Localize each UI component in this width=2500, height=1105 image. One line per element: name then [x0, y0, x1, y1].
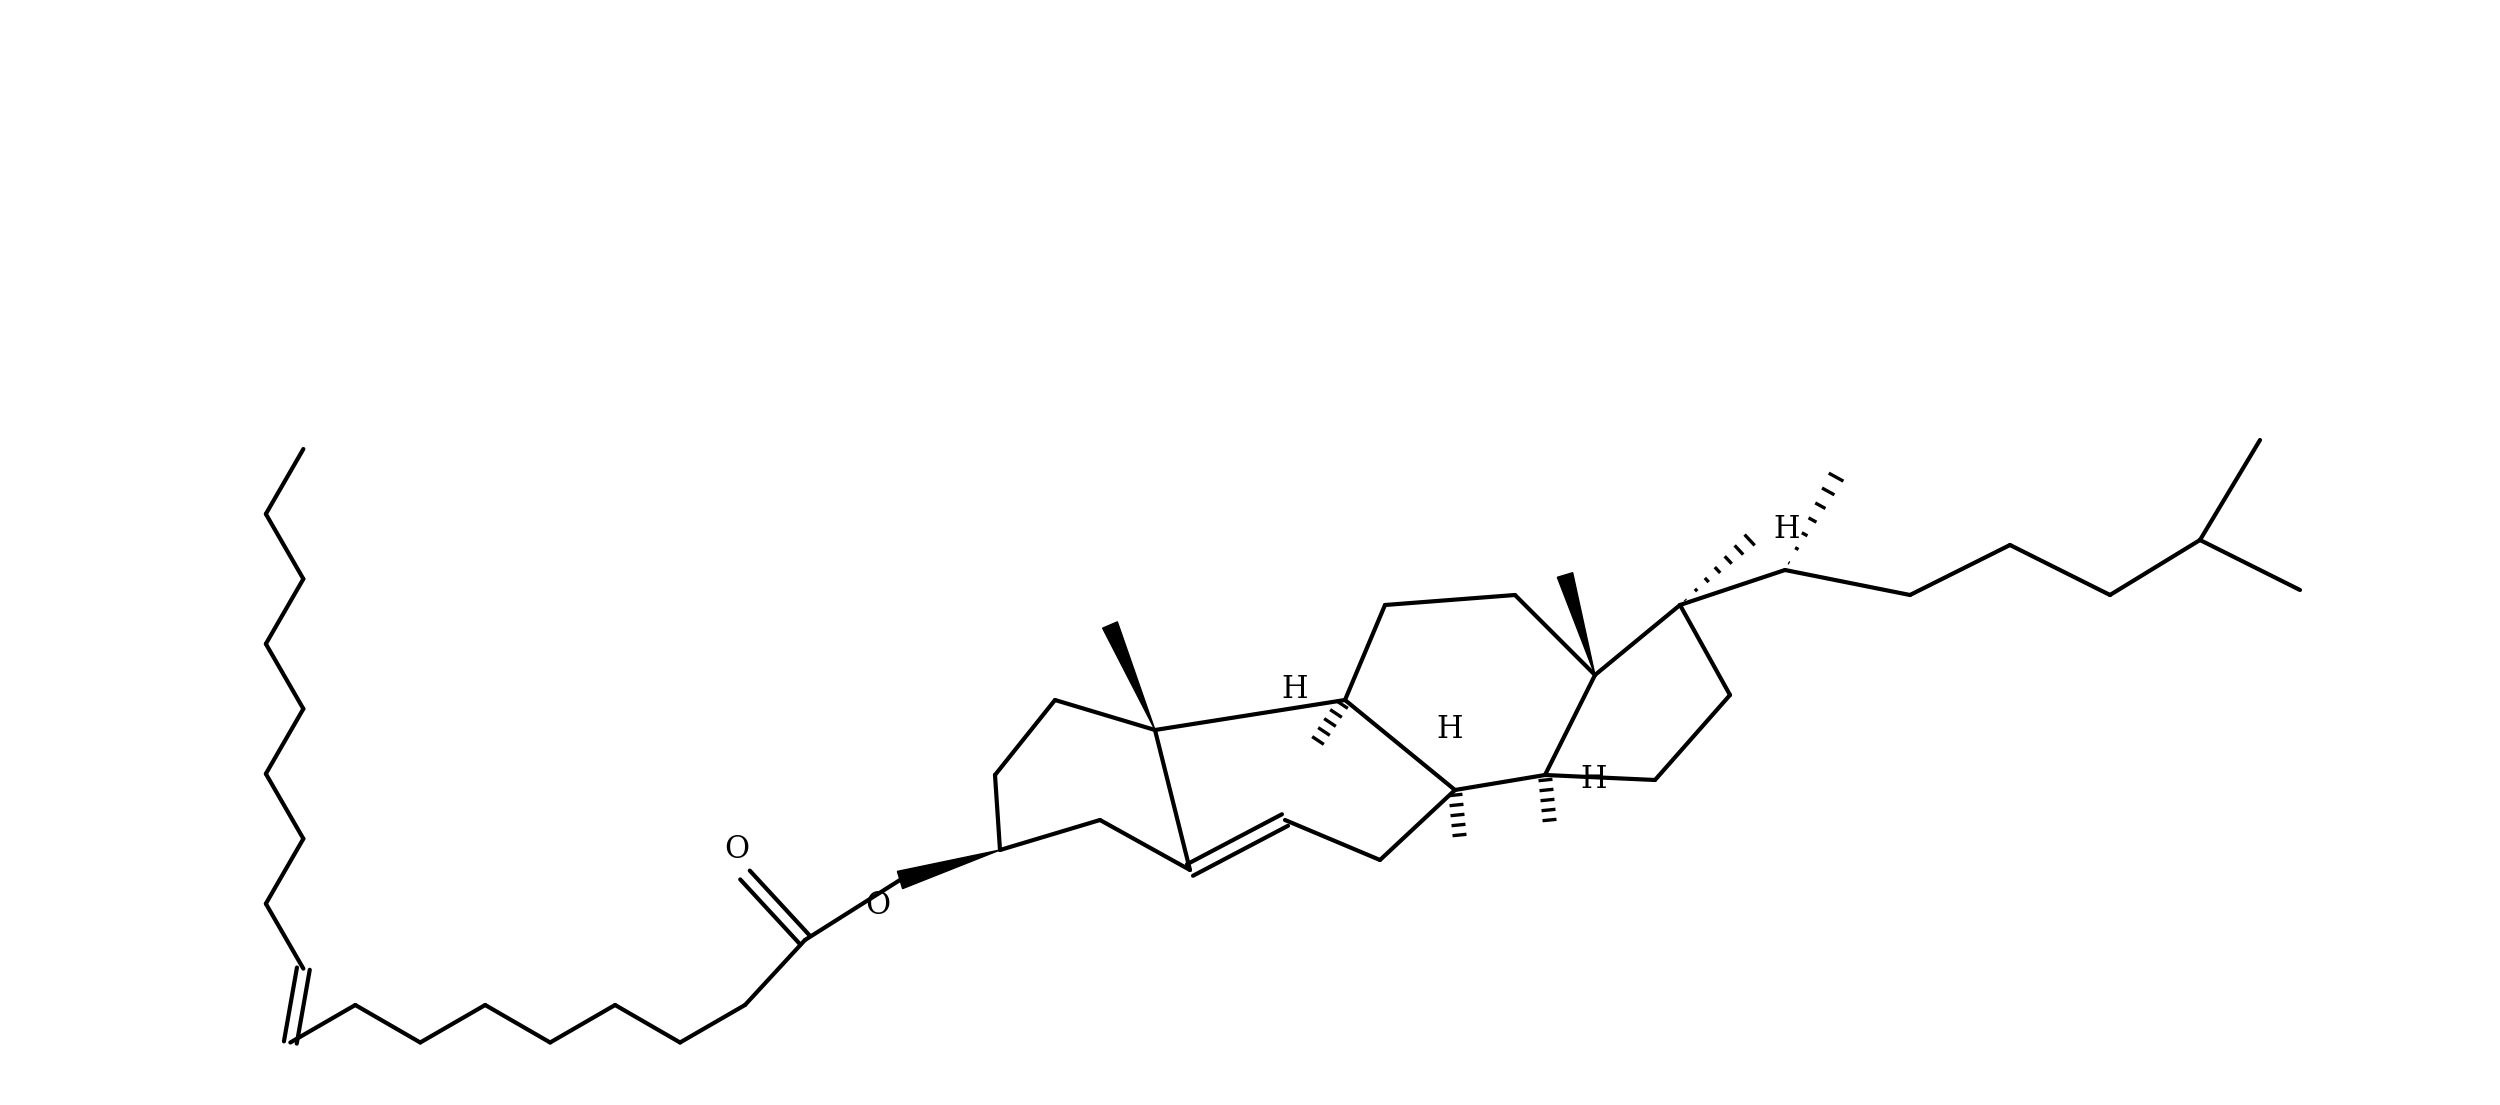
Text: H: H	[1282, 674, 1308, 705]
Polygon shape	[1558, 572, 1595, 675]
Text: H: H	[1772, 515, 1800, 546]
Text: H: H	[1580, 765, 1608, 796]
Text: O: O	[865, 890, 890, 920]
Text: H: H	[1438, 714, 1462, 745]
Polygon shape	[898, 850, 1000, 888]
Text: O: O	[725, 834, 750, 865]
Polygon shape	[1102, 622, 1155, 730]
